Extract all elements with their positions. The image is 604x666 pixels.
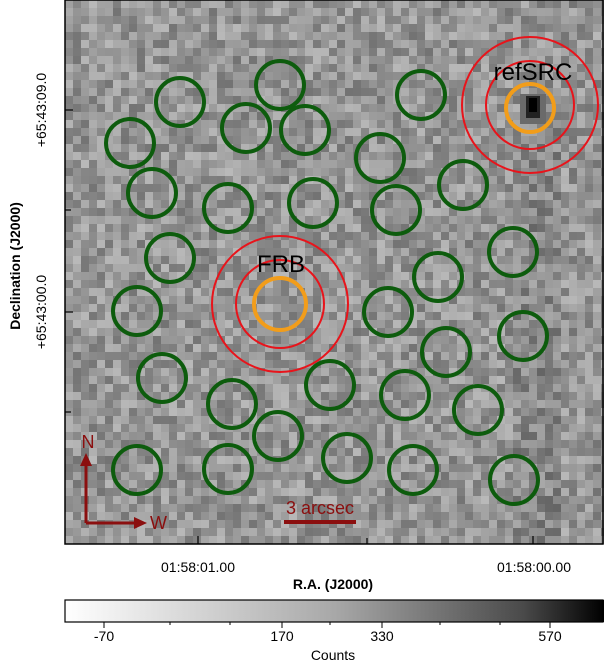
background-aperture (154, 76, 206, 128)
background-aperture (387, 444, 439, 496)
background-aperture (420, 326, 472, 378)
x-tick-label: 01:58:01.00 (161, 559, 235, 575)
y-tick-label: +65:43:09.0 (33, 73, 49, 148)
background-aperture (379, 369, 431, 421)
frb-apertures (211, 235, 349, 373)
background-aperture (254, 59, 306, 111)
frb-inner-annulus (235, 259, 325, 349)
background-aperture (252, 410, 304, 462)
compass-west-label: W (150, 513, 167, 533)
ref-source-label: refSRC (494, 59, 573, 86)
background-aperture (304, 359, 356, 411)
background-aperture (488, 454, 540, 506)
background-aperture (412, 251, 464, 303)
background-aperture (220, 102, 272, 154)
background-aperture (111, 444, 163, 496)
background-aperture (202, 182, 254, 234)
background-aperture (206, 378, 258, 430)
colorbar-tick-label: 570 (538, 628, 562, 644)
north-arrow-icon (80, 453, 92, 466)
background-aperture (136, 352, 188, 404)
background-aperture (126, 167, 178, 219)
background-aperture (452, 384, 504, 436)
background-aperture (370, 184, 422, 236)
scale-bar-label: 3 arcsec (286, 498, 354, 518)
colorbar-tick-label: -70 (94, 628, 114, 644)
west-arrow-icon (134, 517, 147, 529)
frb-aperture (252, 276, 308, 332)
background-aperture (321, 432, 373, 484)
background-aperture (362, 286, 414, 338)
ref-source-core (520, 94, 546, 124)
colorbar: -70 170 330 570 Counts (64, 599, 604, 663)
scale-bar: 3 arcsec (284, 498, 356, 524)
colorbar-label: Counts (311, 647, 355, 663)
x-tick-label: 01:58:00.00 (497, 559, 571, 575)
background-aperture (287, 177, 339, 229)
ref-apertures (461, 36, 599, 174)
background-aperture (202, 443, 254, 495)
background-aperture (111, 285, 163, 337)
background-aperture (487, 226, 539, 278)
image-frame (64, 0, 604, 545)
frb-outer-annulus (211, 235, 349, 373)
colorbar-tick-label: 330 (370, 628, 394, 644)
axis-ticks (65, 109, 534, 544)
background-aperture (144, 232, 196, 284)
ref-outer-annulus (461, 36, 599, 174)
ref-aperture (504, 82, 556, 134)
frb-label: FRB (257, 251, 305, 278)
background-aperture (395, 69, 447, 121)
background-apertures (104, 59, 549, 506)
colorbar-gradient (65, 600, 604, 622)
background-aperture (354, 132, 406, 184)
background-aperture (497, 310, 549, 362)
background-aperture (279, 104, 331, 156)
x-axis-label: R.A. (J2000) (293, 576, 373, 592)
background-aperture (437, 159, 489, 211)
compass-north-label: N (82, 432, 95, 452)
compass: N W (80, 432, 167, 533)
background-aperture (104, 117, 156, 169)
y-axis-label: Declination (J2000) (7, 202, 23, 330)
y-tick-label: +65:43:00.0 (33, 275, 49, 350)
colorbar-tick-label: 170 (270, 628, 294, 644)
ref-inner-annulus (485, 60, 575, 150)
